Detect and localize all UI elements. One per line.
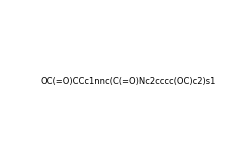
Text: OC(=O)CCc1nnc(C(=O)Nc2cccc(OC)c2)s1: OC(=O)CCc1nnc(C(=O)Nc2cccc(OC)c2)s1	[41, 77, 216, 86]
